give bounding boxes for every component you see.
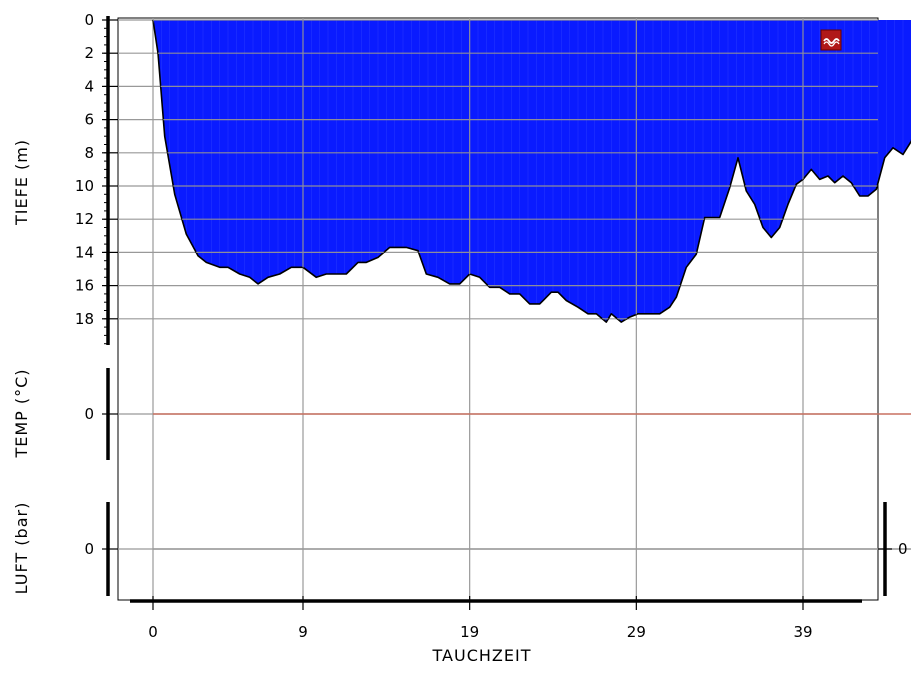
depth-tick-label-4: 8: [84, 144, 94, 162]
depth-axis-title: TIEFE (m): [12, 139, 31, 226]
depth-tick-label-1: 2: [84, 44, 94, 62]
depth-tick-label-6: 12: [75, 210, 94, 228]
depth-tick-label-2: 4: [84, 77, 94, 95]
depth-tick-label-5: 10: [75, 177, 94, 195]
temp-axis-title: TEMP (°C): [12, 368, 31, 458]
depth-tick-label-7: 14: [75, 243, 94, 261]
wave-warning-icon[interactable]: [820, 29, 842, 51]
depth-area-fill: [153, 20, 911, 323]
x-tick-label-1: 9: [298, 623, 308, 641]
x-axis-title: TAUCHZEIT: [432, 646, 532, 665]
depth-profile-line: [152, 19, 911, 323]
depth-tick-label-8: 16: [75, 277, 94, 295]
air-tick-label: 0: [84, 540, 94, 558]
temp-tick-label: 0: [84, 405, 94, 423]
depth-tick-label-3: 6: [84, 111, 94, 129]
x-tick-label-4: 39: [793, 623, 812, 641]
depth-tick-label-9: 18: [75, 310, 94, 328]
temp-air-lines: [153, 413, 911, 550]
x-tick-label-3: 29: [627, 623, 646, 641]
x-tick-label-2: 19: [460, 623, 479, 641]
axes-layer: [102, 16, 892, 610]
air-axis-title: LUFT (bar): [12, 502, 31, 595]
air-right-tick-label: 0: [898, 540, 908, 558]
depth-tick-label-0: 0: [84, 11, 94, 29]
tick-labels: 0 2 4 6 8 10 12 14 16 18 0 0 0 0 9 19 29 39: [75, 11, 908, 641]
x-tick-label-0: 0: [148, 623, 158, 641]
